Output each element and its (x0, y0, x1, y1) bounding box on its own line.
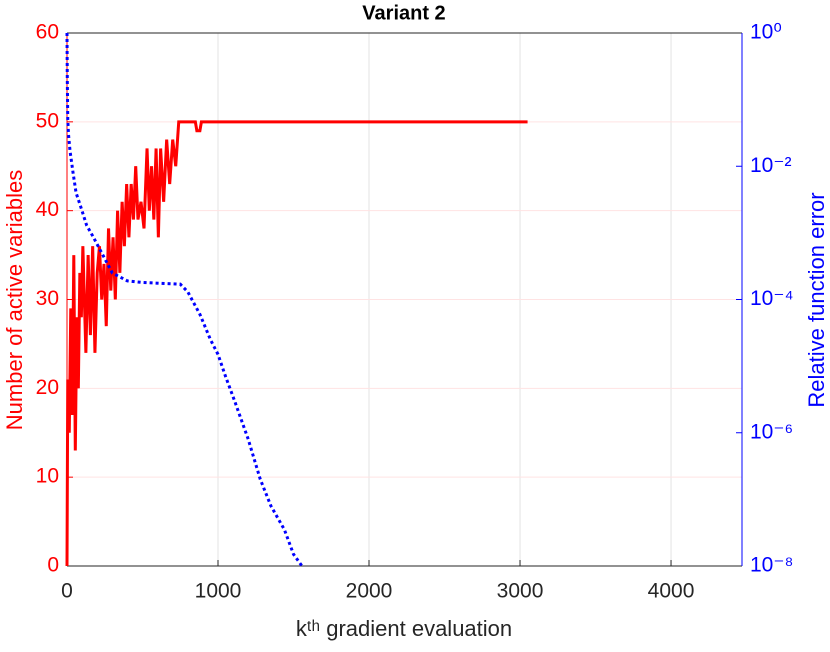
y-tick-label: 30 (36, 287, 59, 310)
chart-title: Variant 2 (362, 2, 445, 24)
y2-tick-label: 10⁻⁶ (750, 420, 793, 443)
y-tick-label: 0 (47, 554, 59, 577)
y2-tick-label: 10⁰ (750, 21, 782, 44)
x-tick-label: 2000 (346, 580, 393, 603)
y-tick-label: 40 (36, 198, 59, 221)
x-tick-label: 3000 (497, 580, 544, 603)
y-tick-label: 20 (36, 376, 59, 399)
x-tick-label: 1000 (195, 580, 242, 603)
y-tick-label: 50 (36, 109, 59, 132)
y2-tick-label: 10⁻⁴ (750, 287, 793, 310)
y2-tick-label: 10⁻² (750, 154, 791, 177)
x-tick-label: 0 (61, 580, 73, 603)
data-line (65, 120, 528, 567)
data-line (65, 32, 304, 567)
y-tick-label: 10 (36, 465, 59, 488)
x-axis-label: kᵗʰ gradient evaluation (296, 616, 512, 641)
y2-tick-label: 10⁻⁸ (750, 554, 793, 577)
x-tick-label: 4000 (648, 580, 695, 603)
y2-axis-label: Relative function error (804, 192, 829, 407)
y-axis-label: Number of active variables (2, 170, 27, 430)
y-tick-label: 60 (36, 21, 59, 44)
